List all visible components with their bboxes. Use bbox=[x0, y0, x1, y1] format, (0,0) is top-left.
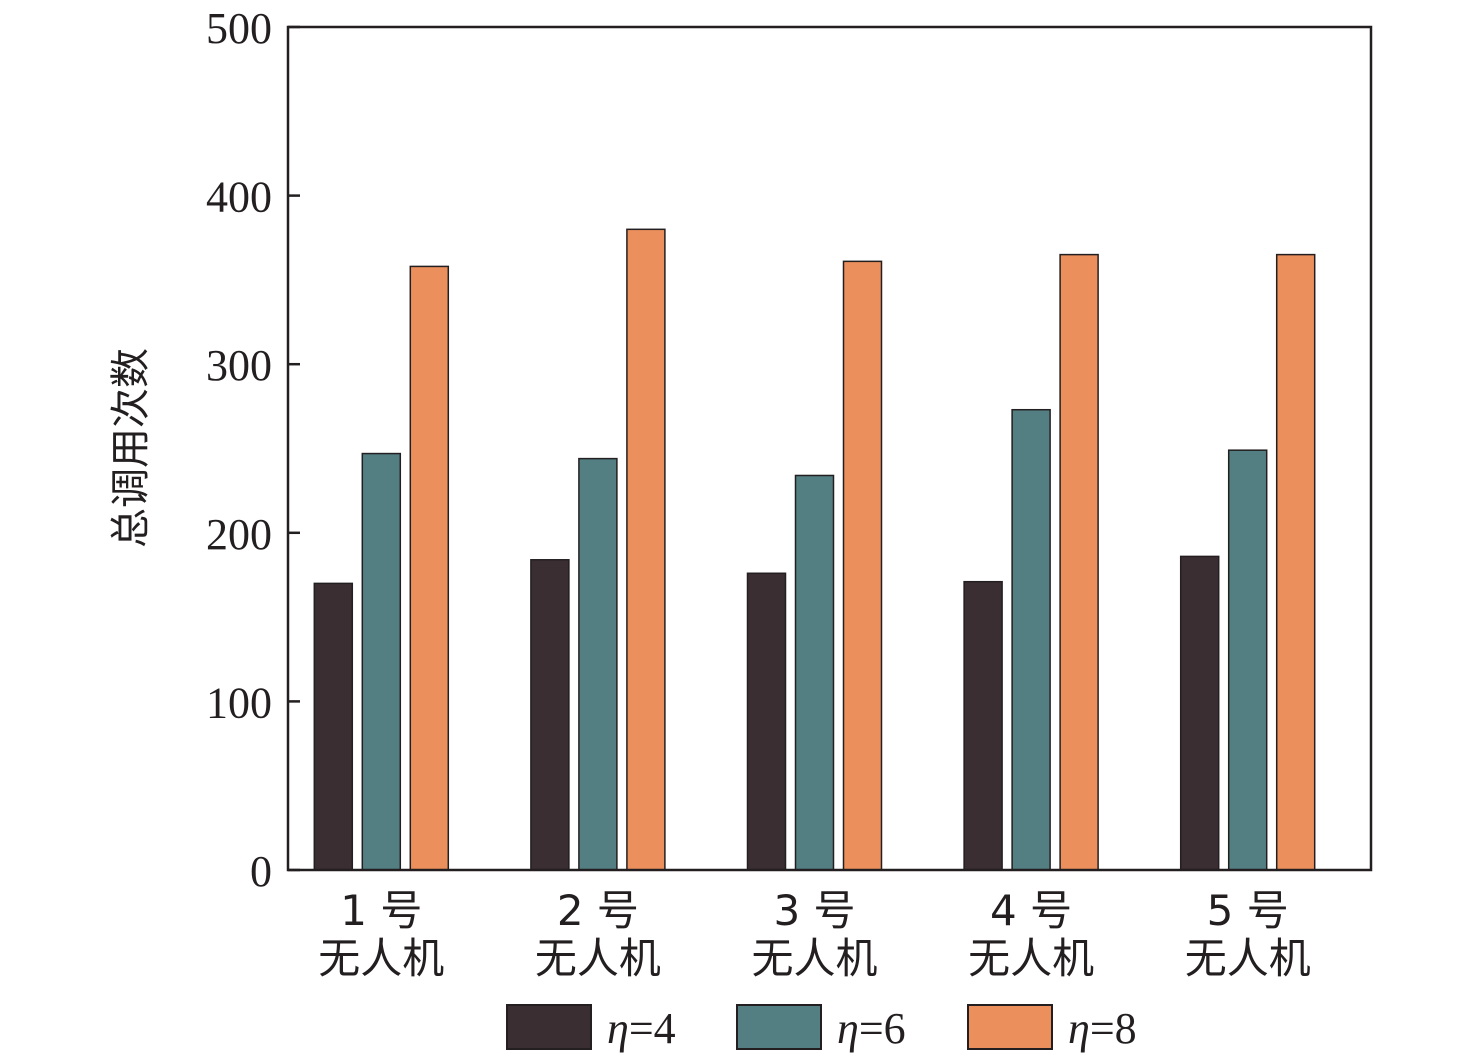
x-category-label: 3 号无人机 bbox=[751, 886, 877, 983]
legend-swatch-3 bbox=[967, 1004, 1053, 1050]
plot-frame bbox=[286, 25, 1373, 872]
bar-1-series-3 bbox=[409, 265, 450, 871]
x-axis: 1 号无人机 2 号无人机 3 号无人机 4 号无人机 5 号无人机 bbox=[318, 886, 1310, 983]
y-axis: 0 100 200 300 400 500 bbox=[206, 4, 300, 896]
bars-layer bbox=[313, 228, 1316, 871]
bar-4-series-1 bbox=[963, 580, 1003, 871]
legend: η=4 η=6 η=8 bbox=[506, 1004, 1137, 1053]
y-tick-label: 300 bbox=[206, 341, 272, 390]
y-tick-label: 500 bbox=[206, 4, 272, 53]
x-category-label: 2 号无人机 bbox=[535, 886, 661, 983]
legend-label-1: η=4 bbox=[607, 1004, 676, 1053]
bar-4-series-3 bbox=[1059, 253, 1099, 871]
bar-3-series-3 bbox=[842, 260, 883, 871]
legend-label-3: η=8 bbox=[1068, 1004, 1137, 1053]
x-category-label: 1 号无人机 bbox=[318, 886, 444, 983]
y-tick-label: 100 bbox=[206, 678, 272, 727]
bar-2-series-1 bbox=[530, 559, 570, 871]
bar-5-series-1 bbox=[1179, 555, 1220, 871]
x-category-label: 4 号无人机 bbox=[968, 886, 1094, 983]
bar-5-series-2 bbox=[1227, 449, 1268, 871]
y-tick-label: 0 bbox=[250, 847, 272, 896]
bar-2-series-2 bbox=[578, 457, 618, 871]
bar-5-series-3 bbox=[1275, 253, 1316, 871]
bar-1-series-2 bbox=[361, 452, 402, 871]
x-category-label: 5 号无人机 bbox=[1185, 886, 1311, 983]
legend-swatch-2 bbox=[736, 1004, 822, 1050]
bar-2-series-3 bbox=[626, 228, 666, 871]
legend-label-2: η=6 bbox=[837, 1004, 906, 1053]
bar-1-series-1 bbox=[313, 582, 354, 871]
legend-swatch-1 bbox=[506, 1004, 592, 1050]
bar-3-series-2 bbox=[794, 474, 835, 871]
bar-4-series-2 bbox=[1011, 408, 1051, 871]
y-axis-label: 总调用次数 bbox=[108, 348, 154, 548]
y-tick-label: 400 bbox=[206, 173, 272, 222]
bar-3-series-1 bbox=[746, 572, 787, 871]
y-tick-label: 200 bbox=[206, 510, 272, 559]
